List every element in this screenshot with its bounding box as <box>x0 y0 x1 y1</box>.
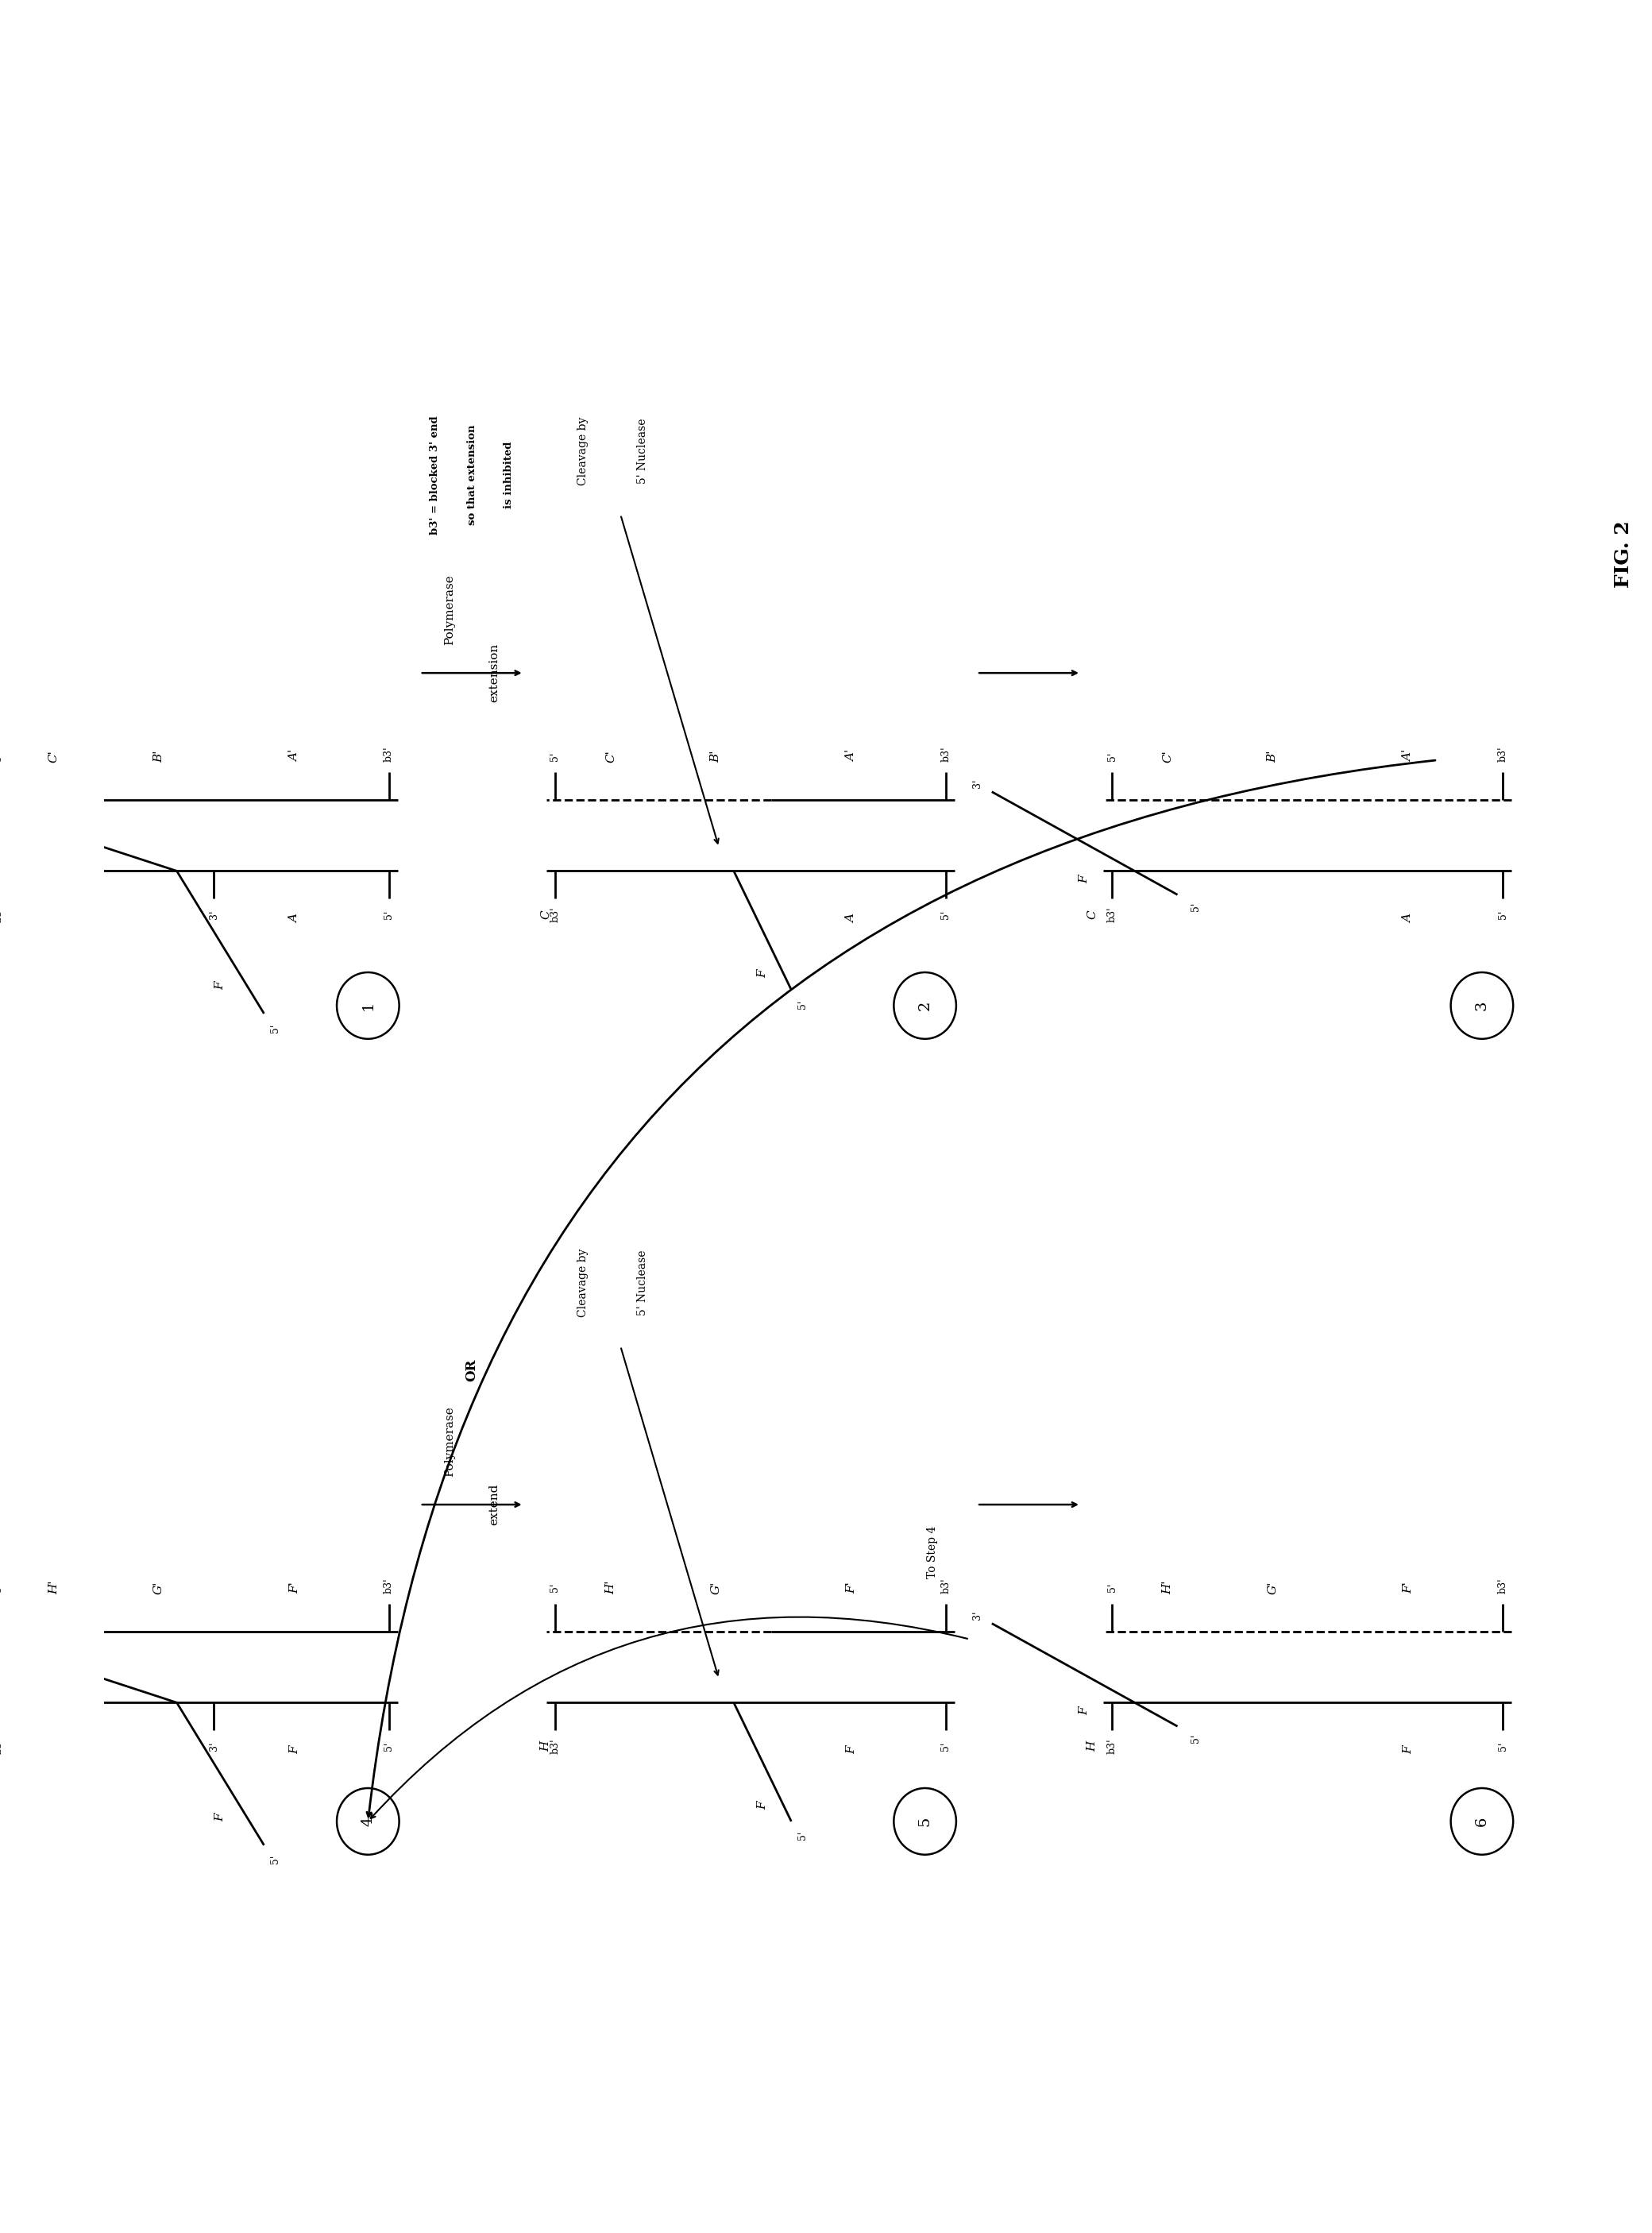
Text: extend: extend <box>489 1483 501 1525</box>
Text: C: C <box>540 909 552 920</box>
Text: b3': b3' <box>1107 1737 1117 1753</box>
Text: 5': 5' <box>798 1831 808 1840</box>
Text: is inhibited: is inhibited <box>504 442 514 509</box>
Text: 5': 5' <box>1107 753 1117 761</box>
Text: H: H <box>540 1742 552 1751</box>
Text: OR: OR <box>466 1358 479 1382</box>
Text: b3': b3' <box>550 907 560 922</box>
Text: extension: extension <box>489 643 501 703</box>
Text: A': A' <box>1403 750 1414 761</box>
Text: Cleavage by: Cleavage by <box>578 1248 588 1317</box>
Text: F': F' <box>1403 1581 1414 1594</box>
Text: A: A <box>846 913 857 922</box>
Text: 5' Nuclease: 5' Nuclease <box>638 1250 648 1315</box>
Text: F': F' <box>289 1581 301 1594</box>
Text: 6: 6 <box>1475 1815 1488 1827</box>
Text: F: F <box>1079 1706 1090 1715</box>
Text: C': C' <box>48 750 59 761</box>
Text: FIG. 2: FIG. 2 <box>1614 520 1632 587</box>
Text: F: F <box>215 1813 226 1822</box>
Text: 2: 2 <box>919 1000 932 1012</box>
Text: F: F <box>1079 875 1090 882</box>
Text: H: H <box>1087 1742 1097 1751</box>
Text: 5': 5' <box>1498 911 1508 920</box>
Text: F: F <box>289 1746 301 1755</box>
Text: H': H' <box>605 1581 616 1594</box>
Text: 5': 5' <box>383 911 393 920</box>
Text: 5': 5' <box>798 1000 808 1009</box>
Text: F: F <box>757 969 768 978</box>
Text: 5': 5' <box>550 1583 560 1592</box>
Text: b3': b3' <box>1498 746 1508 761</box>
Text: F: F <box>1403 1746 1414 1755</box>
Text: F: F <box>215 983 226 989</box>
Text: b3': b3' <box>1107 907 1117 922</box>
Text: B': B' <box>710 750 722 761</box>
Text: 5': 5' <box>1107 1583 1117 1592</box>
Text: 4: 4 <box>360 1815 375 1827</box>
Text: 5': 5' <box>383 1742 393 1751</box>
Text: b3': b3' <box>383 1576 393 1592</box>
Text: C: C <box>1087 909 1097 920</box>
Text: b3': b3' <box>0 907 3 922</box>
Text: Cleavage by: Cleavage by <box>578 418 588 485</box>
Text: 5': 5' <box>940 911 952 920</box>
Text: b3': b3' <box>550 1737 560 1753</box>
Text: so that extension: so that extension <box>468 424 477 525</box>
Text: b3': b3' <box>1498 1576 1508 1592</box>
Text: 5: 5 <box>919 1815 932 1827</box>
Text: To Step 4: To Step 4 <box>927 1525 938 1579</box>
Text: G': G' <box>710 1581 722 1594</box>
Text: b3': b3' <box>940 746 952 761</box>
Text: 5': 5' <box>269 1856 281 1865</box>
Text: A: A <box>1403 913 1414 922</box>
Text: A: A <box>289 913 301 922</box>
Text: H': H' <box>48 1581 59 1594</box>
Text: A': A' <box>289 750 301 761</box>
Text: 5': 5' <box>550 753 560 761</box>
Text: A': A' <box>846 750 857 761</box>
Text: b3' = blocked 3' end: b3' = blocked 3' end <box>430 415 439 534</box>
Text: 3': 3' <box>208 1742 220 1751</box>
Text: B': B' <box>154 750 164 761</box>
Text: C': C' <box>1163 750 1173 761</box>
Text: 5': 5' <box>0 1583 3 1592</box>
Text: 5': 5' <box>269 1023 281 1032</box>
Text: F': F' <box>846 1581 857 1594</box>
Text: F: F <box>846 1746 857 1755</box>
Text: B': B' <box>1267 750 1279 761</box>
Text: 3': 3' <box>971 1610 983 1621</box>
Text: 5': 5' <box>1498 1742 1508 1751</box>
Text: G': G' <box>154 1581 164 1594</box>
Text: H': H' <box>1163 1581 1173 1594</box>
Text: 5' Nuclease: 5' Nuclease <box>638 418 648 485</box>
Text: 5': 5' <box>940 1742 952 1751</box>
Text: b3': b3' <box>940 1576 952 1592</box>
Text: Polymerase: Polymerase <box>444 574 456 645</box>
Text: 5': 5' <box>1191 1733 1201 1742</box>
Text: 3': 3' <box>208 911 220 920</box>
Text: G': G' <box>1267 1581 1279 1594</box>
Text: 1: 1 <box>360 1000 375 1012</box>
Text: F: F <box>757 1802 768 1809</box>
Text: 3: 3 <box>1475 1000 1488 1012</box>
Text: 5': 5' <box>1191 902 1201 911</box>
Text: b3': b3' <box>383 746 393 761</box>
Text: 5': 5' <box>0 753 3 761</box>
Text: 3': 3' <box>971 779 983 788</box>
Text: Polymerase: Polymerase <box>444 1407 456 1476</box>
Text: C': C' <box>605 750 616 761</box>
Text: b3': b3' <box>0 1737 3 1753</box>
